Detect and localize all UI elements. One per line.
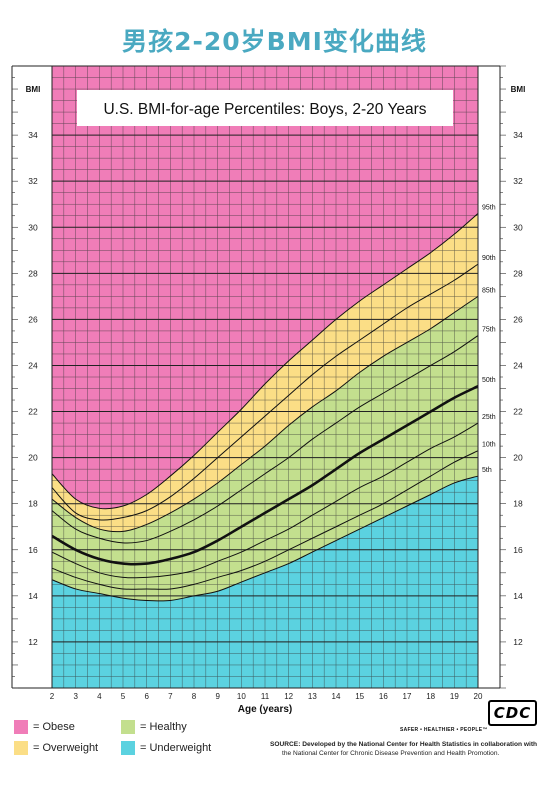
legend-underweight-swatch xyxy=(121,741,135,755)
legend-overweight-label: = Overweight xyxy=(33,742,99,754)
y-tick-label-left: 22 xyxy=(28,407,38,417)
x-tick-label: 11 xyxy=(261,692,270,701)
y-tick-label-left: 16 xyxy=(28,545,38,555)
y-tick-label-left: 12 xyxy=(28,637,38,647)
x-tick-label: 17 xyxy=(403,692,412,701)
x-tick-label: 5 xyxy=(121,692,126,701)
x-tick-label: 16 xyxy=(379,692,388,701)
y-tick-label-left: 32 xyxy=(28,176,38,186)
y-tick-label-left: 34 xyxy=(28,130,38,140)
x-tick-label: 4 xyxy=(97,692,102,701)
source-line-2: the National Center for Chronic Disease … xyxy=(282,750,500,757)
y-tick-label-right: 26 xyxy=(513,314,523,324)
x-tick-label: 7 xyxy=(168,692,173,701)
percentile-curve-85th xyxy=(51,295,479,533)
legend-underweight: = Underweight xyxy=(121,741,211,755)
legend-underweight-label: = Underweight xyxy=(140,742,212,754)
x-tick-label: 3 xyxy=(73,692,78,701)
legend-healthy: = Healthy xyxy=(121,720,187,734)
y-tick-label-right: 34 xyxy=(513,130,523,140)
y-axis-label-left: BMI xyxy=(26,85,41,94)
y-tick-label-left: 20 xyxy=(28,453,38,463)
y-tick-label-right: 18 xyxy=(513,499,523,509)
y-tick-label-right: 30 xyxy=(513,222,523,232)
y-tick-label-left: 18 xyxy=(28,499,38,509)
x-tick-label: 9 xyxy=(215,692,220,701)
x-tick-label: 19 xyxy=(450,692,459,701)
percentile-curve-5th xyxy=(51,475,479,602)
y-tick-label-right: 28 xyxy=(513,268,523,278)
percentile-label-90th: 90th xyxy=(482,255,496,262)
percentile-label-10th: 10th xyxy=(482,442,496,449)
y-tick-label-right: 20 xyxy=(513,453,523,463)
percentile-curve-10th xyxy=(51,450,479,590)
percentile-curve-75th xyxy=(51,335,479,544)
legend-healthy-swatch xyxy=(121,720,135,734)
x-axis-label: Age (years) xyxy=(238,704,292,715)
percentile-curve-50th xyxy=(51,385,479,566)
y-tick-label-left: 24 xyxy=(28,360,38,370)
x-tick-label: 13 xyxy=(308,692,317,701)
legend-obese: = Obese xyxy=(14,720,75,734)
legend-healthy-label: = Healthy xyxy=(140,721,187,733)
percentile-label-85th: 85th xyxy=(482,287,496,294)
x-tick-label: 14 xyxy=(332,692,341,701)
x-tick-label: 20 xyxy=(474,692,483,701)
x-tick-label: 18 xyxy=(426,692,435,701)
y-tick-label-right: 32 xyxy=(513,176,523,186)
y-tick-label-left: 14 xyxy=(28,591,38,601)
legend-overweight-swatch xyxy=(14,741,28,755)
chart-title: U.S. BMI-for-age Percentiles: Boys, 2-20… xyxy=(103,101,426,118)
percentile-label-25th: 25th xyxy=(482,414,496,421)
y-tick-label-right: 22 xyxy=(513,407,523,417)
percentile-curve-90th xyxy=(51,263,479,521)
legend-obese-swatch xyxy=(14,720,28,734)
y-tick-label-right: 16 xyxy=(513,545,523,555)
y-tick-label-left: 30 xyxy=(28,222,38,232)
legend-obese-label: = Obese xyxy=(33,721,75,733)
x-tick-label: 12 xyxy=(284,692,293,701)
cdc-logo: CDC xyxy=(488,700,537,726)
y-tick-label-right: 24 xyxy=(513,360,523,370)
cdc-tagline: SAFER • HEALTHIER • PEOPLE™ xyxy=(400,727,488,733)
y-tick-label-right: 12 xyxy=(513,637,523,647)
x-tick-label: 10 xyxy=(237,692,246,701)
x-tick-label: 15 xyxy=(355,692,364,701)
percentile-label-75th: 75th xyxy=(482,327,496,334)
percentile-label-5th: 5th xyxy=(482,467,492,474)
y-axis-label-right: BMI xyxy=(511,85,526,94)
grid-lines-major xyxy=(52,134,478,643)
x-tick-label: 2 xyxy=(50,692,55,701)
source-line-1: SOURCE: Developed by the National Center… xyxy=(270,741,538,748)
y-tick-label-right: 14 xyxy=(513,591,523,601)
x-tick-label: 8 xyxy=(192,692,197,701)
chart-title-box xyxy=(77,90,453,126)
percentile-label-50th: 50th xyxy=(482,377,496,384)
percentile-curve-25th xyxy=(51,422,479,579)
y-tick-label-left: 26 xyxy=(28,314,38,324)
percentile-label-95th: 95th xyxy=(482,204,496,211)
source-note: SOURCE: Developed by the National Center… xyxy=(270,740,542,758)
legend-overweight: = Overweight xyxy=(14,741,98,755)
x-tick-label: 6 xyxy=(144,692,149,701)
page-title: 男孩2-20岁BMI变化曲线 xyxy=(122,27,427,56)
y-tick-label-left: 28 xyxy=(28,268,38,278)
percentile-curve-95th xyxy=(51,213,479,510)
